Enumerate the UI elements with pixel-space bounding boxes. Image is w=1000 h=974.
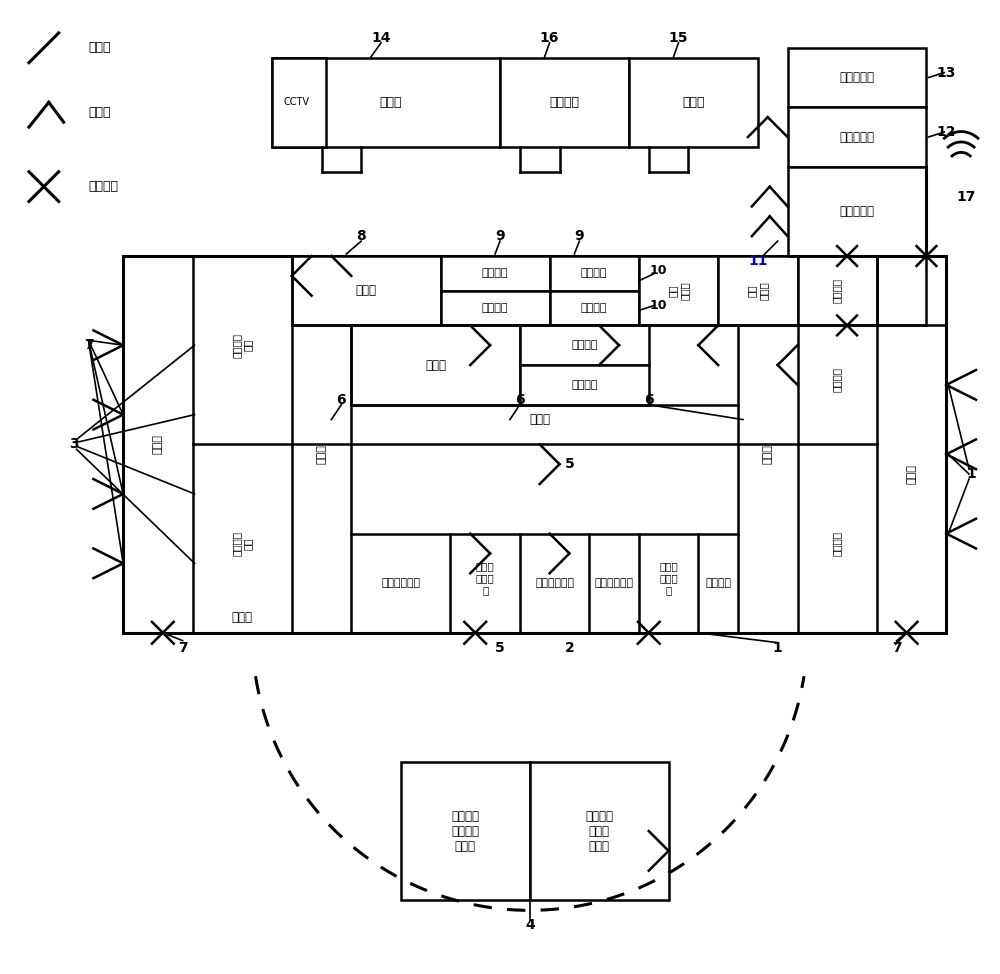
Text: 8: 8 — [356, 229, 366, 244]
Text: 内走廊: 内走廊 — [317, 444, 327, 465]
Text: 一次阴性病区: 一次阴性病区 — [595, 579, 634, 588]
Text: 5: 5 — [495, 641, 505, 655]
Text: 12: 12 — [937, 125, 956, 139]
Text: 女更衣室: 女更衣室 — [482, 303, 508, 313]
Text: 7: 7 — [84, 338, 93, 353]
Text: 外走廊: 外走廊 — [153, 434, 163, 454]
Bar — [629, 57, 758, 147]
Bar — [441, 256, 550, 290]
Text: 男更衣室: 男更衣室 — [581, 268, 607, 278]
Text: 首治病区: 首治病区 — [832, 279, 842, 303]
Bar — [272, 57, 500, 147]
Text: 9: 9 — [495, 229, 505, 244]
Text: 内走廊: 内走廊 — [763, 444, 773, 465]
Text: 15: 15 — [669, 31, 688, 45]
Text: 首治病区: 首治病区 — [832, 367, 842, 393]
Text: 6: 6 — [337, 393, 346, 407]
Text: 10: 10 — [650, 299, 667, 312]
Text: 9: 9 — [575, 229, 584, 244]
Text: 脱衣间: 脱衣间 — [356, 284, 377, 297]
Text: 5: 5 — [565, 457, 574, 471]
Bar — [520, 325, 649, 365]
Text: 门诊接诊区: 门诊接诊区 — [840, 131, 875, 143]
Text: 门诊准备室: 门诊准备室 — [840, 205, 875, 218]
Text: 男更衣室: 男更衣室 — [571, 340, 598, 351]
Text: 穿衣间: 穿衣间 — [682, 95, 705, 109]
Text: 门诊脱衣室: 门诊脱衣室 — [840, 71, 875, 84]
Text: 11: 11 — [748, 254, 768, 268]
Text: 二级库房: 二级库房 — [549, 95, 579, 109]
Text: 外走廊: 外走廊 — [907, 465, 917, 484]
Text: 外走廊: 外走廊 — [232, 612, 253, 624]
Text: 密码锁门: 密码锁门 — [88, 180, 118, 193]
Text: 女更衣室: 女更衣室 — [581, 303, 607, 313]
Text: 男更衣室: 男更衣室 — [482, 268, 508, 278]
Bar — [639, 256, 718, 325]
Text: 10: 10 — [650, 264, 667, 278]
Text: 内走廊: 内走廊 — [529, 413, 550, 426]
Text: 一次
脱衣间: 一次 脱衣间 — [747, 281, 769, 300]
Bar — [718, 256, 798, 325]
Text: 7: 7 — [178, 641, 187, 655]
Text: 脱衣间: 脱衣间 — [425, 358, 446, 371]
Text: 非传染病
患者出院
更衣室: 非传染病 患者出院 更衣室 — [451, 809, 479, 852]
Text: 单向门: 单向门 — [88, 106, 111, 119]
Bar — [520, 365, 649, 405]
Text: 一次阴性病区: 一次阴性病区 — [535, 579, 574, 588]
Bar — [292, 256, 441, 325]
Text: 二次阴性病区: 二次阴性病区 — [381, 579, 420, 588]
Text: 16: 16 — [540, 31, 559, 45]
Text: 二次
脱衣间: 二次 脱衣间 — [668, 281, 689, 300]
Text: 7: 7 — [892, 641, 901, 655]
Text: 办公室: 办公室 — [380, 95, 402, 109]
Text: 二次阴性
病区: 二次阴性 病区 — [231, 531, 253, 556]
Bar — [550, 290, 639, 325]
Text: 1: 1 — [773, 641, 783, 655]
Bar — [351, 325, 520, 405]
Text: 患者转
科缓冲
间: 患者转 科缓冲 间 — [659, 562, 678, 595]
Text: 6: 6 — [515, 393, 525, 407]
Text: 首治病区: 首治病区 — [832, 531, 842, 556]
Bar — [500, 57, 629, 147]
Text: 13: 13 — [937, 65, 956, 80]
Text: 传染病患
者出院
更衣室: 传染病患 者出院 更衣室 — [585, 809, 613, 852]
Bar — [401, 762, 530, 900]
Bar — [788, 48, 926, 107]
Text: 首治病区: 首治病区 — [705, 579, 731, 588]
Bar — [530, 762, 669, 900]
Text: 女更衣室: 女更衣室 — [571, 380, 598, 390]
Text: 2: 2 — [565, 641, 574, 655]
Bar — [788, 107, 926, 167]
Text: 17: 17 — [956, 190, 976, 204]
Bar — [550, 256, 639, 290]
Text: 3: 3 — [69, 437, 78, 451]
Bar — [123, 256, 946, 633]
Text: CCTV: CCTV — [284, 97, 310, 107]
Bar — [441, 290, 550, 325]
Bar — [788, 167, 926, 256]
Text: 二次阴性
病区: 二次阴性 病区 — [231, 333, 253, 357]
Bar — [272, 57, 326, 147]
Text: 1: 1 — [966, 468, 976, 481]
Text: 6: 6 — [644, 393, 654, 407]
Text: 双向门: 双向门 — [88, 41, 111, 55]
Text: 患者转
科缓冲
间: 患者转 科缓冲 间 — [476, 562, 495, 595]
Text: 4: 4 — [525, 918, 535, 932]
Text: 14: 14 — [371, 31, 391, 45]
Bar — [798, 256, 877, 325]
